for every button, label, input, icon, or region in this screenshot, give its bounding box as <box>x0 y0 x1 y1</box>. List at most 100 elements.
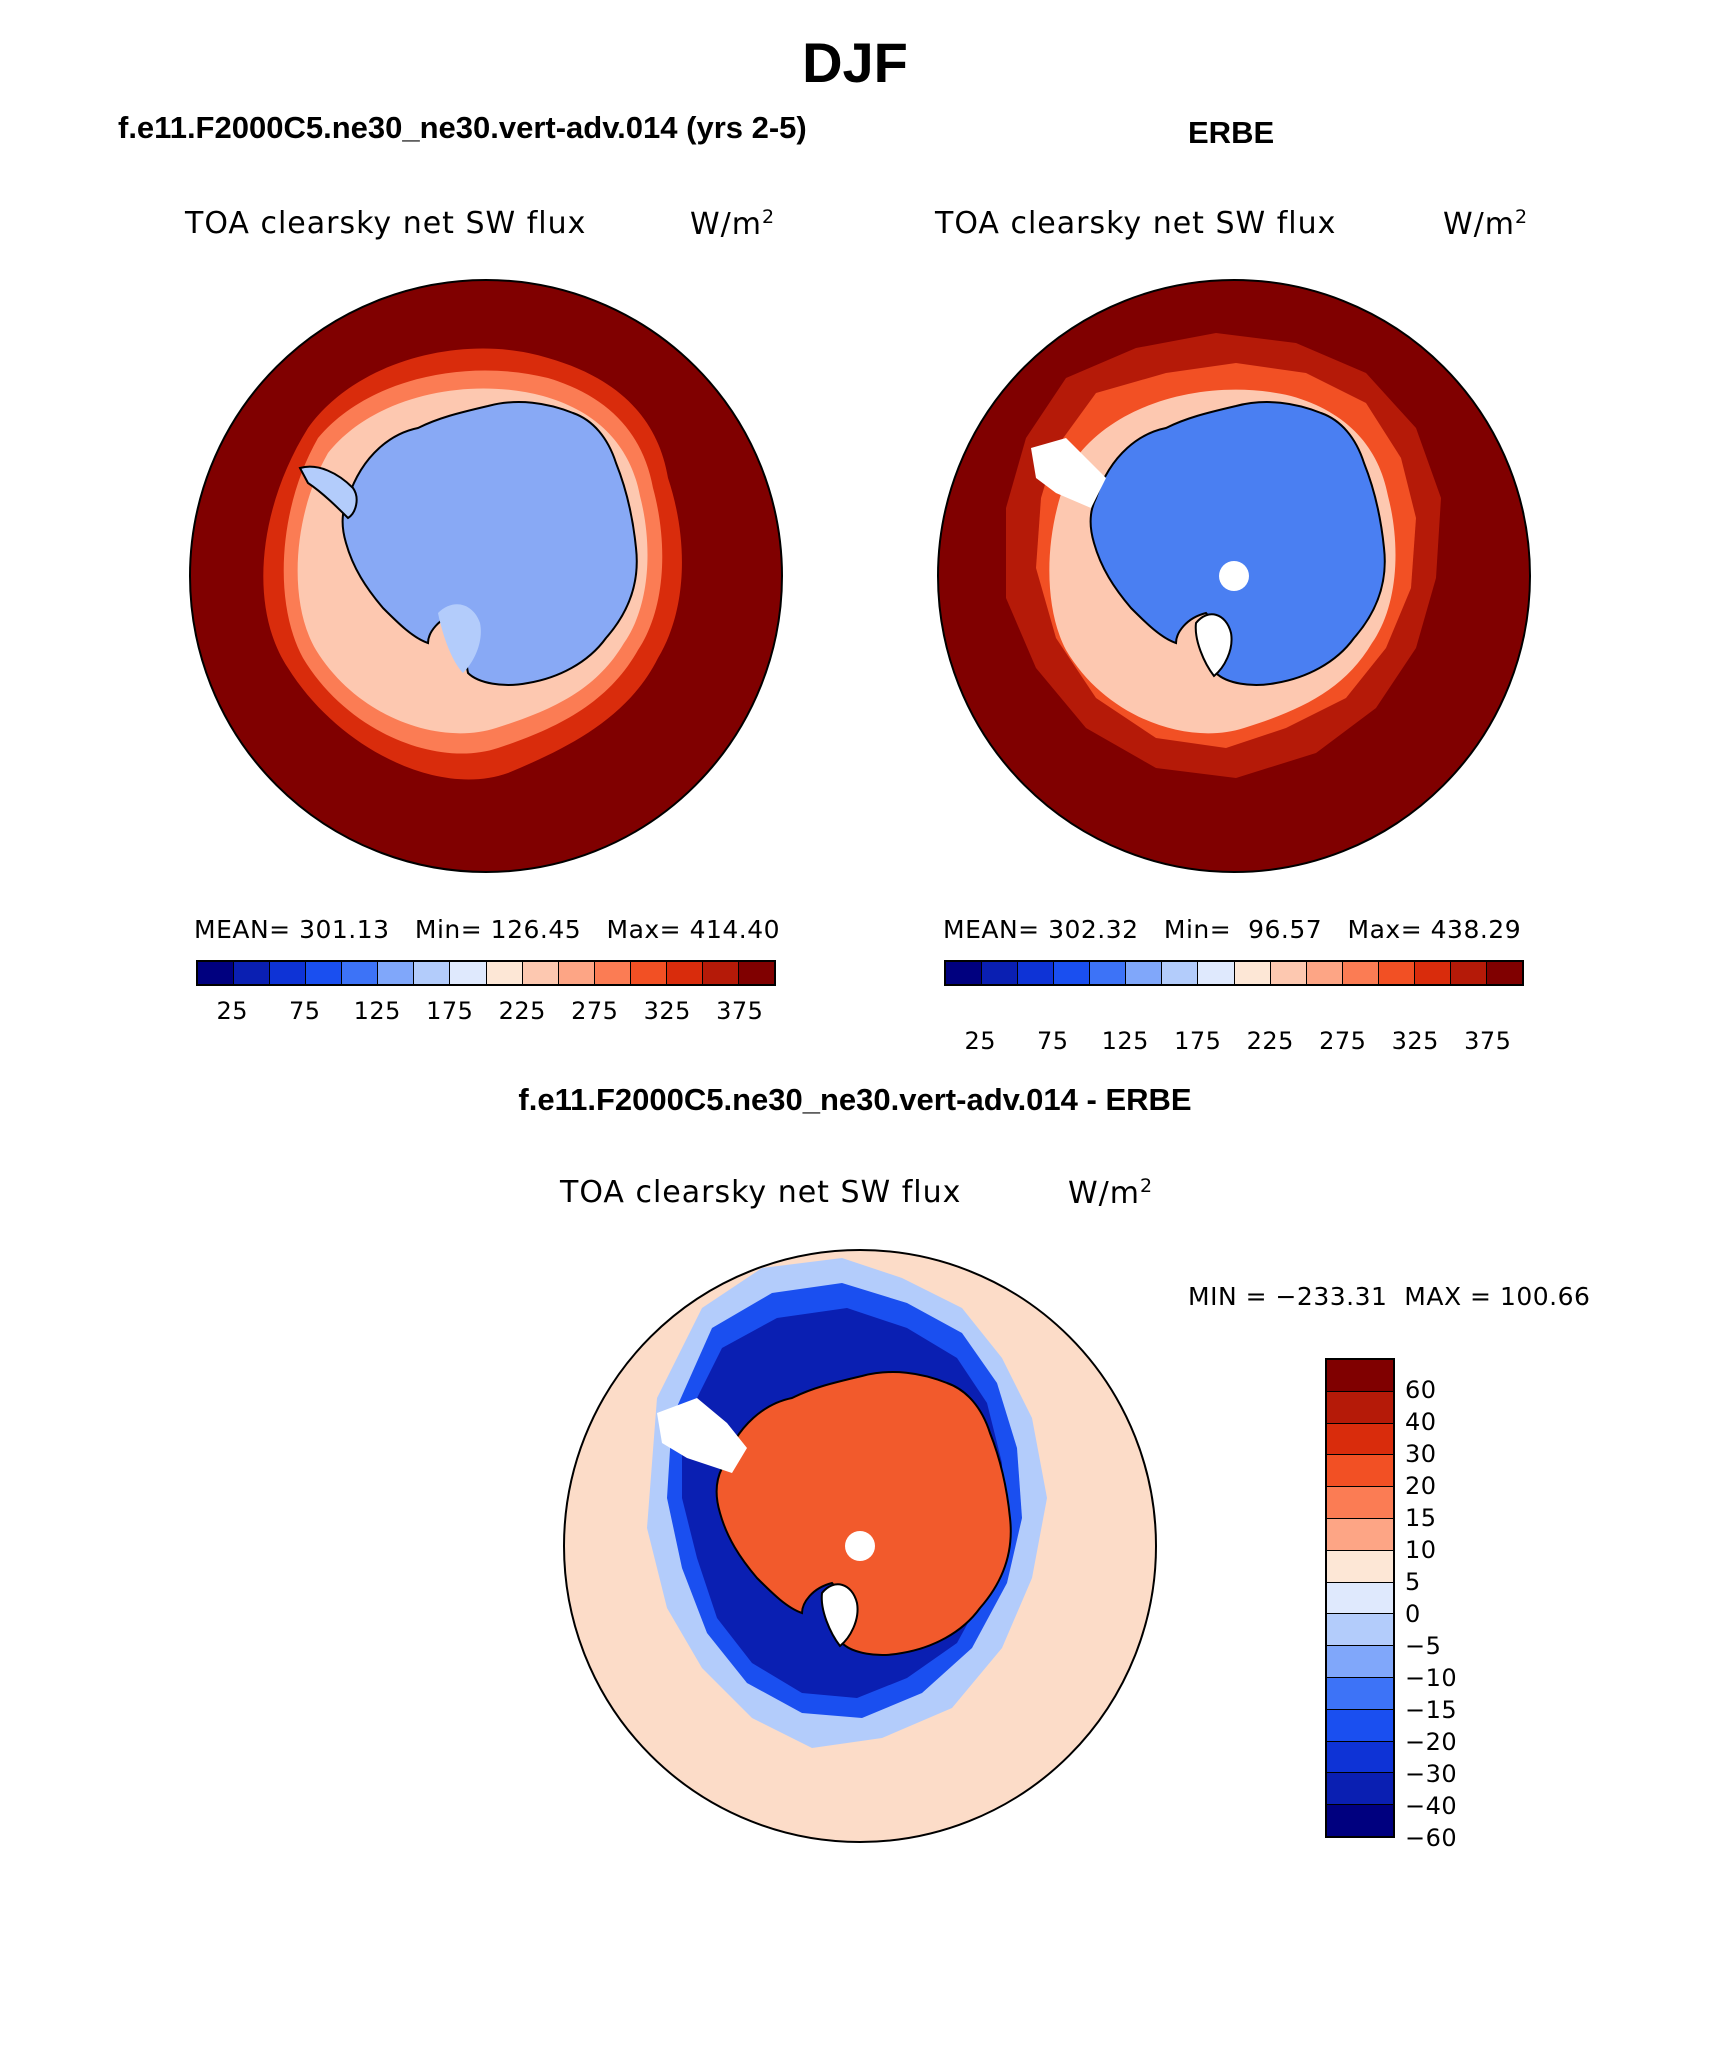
colorbar-tick-label: −5 <box>1405 1632 1442 1660</box>
colorbar-swatch <box>342 962 379 984</box>
panel2-colorbar <box>944 960 1524 986</box>
colorbar-swatch <box>1327 1805 1393 1836</box>
panel2-continent-fill <box>1089 401 1386 686</box>
colorbar-tick-label: 25 <box>964 1027 997 1055</box>
panel1-map-border <box>189 279 783 873</box>
panel3-ross-missing-data <box>820 1583 859 1648</box>
colorbar-tick-label: 75 <box>288 997 321 1025</box>
panel3-map-border <box>563 1249 1157 1843</box>
colorbar-swatch <box>522 962 559 984</box>
colorbar-swatch <box>1327 1741 1393 1774</box>
colorbar-swatch <box>1327 1391 1393 1424</box>
panel2-map-border <box>937 279 1531 873</box>
colorbar-tick-label: 75 <box>1036 1027 1069 1055</box>
colorbar-swatch <box>1090 962 1127 984</box>
colorbar-swatch <box>1486 962 1522 984</box>
colorbar-swatch <box>666 962 703 984</box>
panel1-units-label: W/m2 <box>690 206 776 242</box>
panel3-pole-hole <box>845 1531 875 1561</box>
colorbar-tick-label: 40 <box>1405 1408 1437 1436</box>
colorbar-swatch <box>486 962 523 984</box>
panel1-variable-label: TOA clearsky net SW flux <box>185 206 587 241</box>
colorbar-swatch <box>1234 962 1271 984</box>
panel3-colorbar <box>1325 1358 1395 1838</box>
colorbar-tick-label: −15 <box>1405 1696 1458 1724</box>
colorbar-tick-label: 175 <box>1174 1027 1222 1055</box>
colorbar-tick-label: −60 <box>1405 1824 1458 1852</box>
colorbar-swatch <box>1327 1614 1393 1647</box>
panel1-stats: MEAN= 301.13 Min= 126.45 Max= 414.40 <box>194 915 781 944</box>
colorbar-tick-label: 325 <box>643 997 691 1025</box>
panel1-continent-fill <box>341 401 638 686</box>
colorbar-swatch <box>558 962 595 984</box>
colorbar-swatch <box>378 962 415 984</box>
colorbar-tick-label: 60 <box>1405 1376 1437 1404</box>
colorbar-swatch <box>630 962 667 984</box>
panel2-case-title: ERBE <box>1188 115 1275 150</box>
colorbar-swatch <box>1327 1709 1393 1742</box>
panel1-peninsula <box>298 465 358 520</box>
colorbar-swatch <box>1327 1423 1393 1456</box>
panel2-units-label: W/m2 <box>1443 206 1529 242</box>
panel1-polar-map <box>189 279 783 873</box>
colorbar-tick-label: −30 <box>1405 1760 1458 1788</box>
colorbar-swatch <box>414 962 451 984</box>
colorbar-swatch <box>1162 962 1199 984</box>
colorbar-swatch <box>234 962 271 984</box>
colorbar-swatch <box>1327 1582 1393 1615</box>
colorbar-tick-label: 25 <box>216 997 249 1025</box>
panel2-variable-label: TOA clearsky net SW flux <box>935 206 1337 241</box>
panel3-variable-label: TOA clearsky net SW flux <box>560 1175 962 1210</box>
colorbar-swatch <box>1327 1487 1393 1519</box>
colorbar-tick-label: 275 <box>571 997 619 1025</box>
colorbar-tick-label: 10 <box>1405 1536 1437 1564</box>
colorbar-swatch <box>450 962 487 984</box>
colorbar-tick-label: 325 <box>1391 1027 1439 1055</box>
colorbar-swatch <box>1198 962 1235 984</box>
colorbar-swatch <box>1327 1550 1393 1583</box>
colorbar-tick-label: 30 <box>1405 1440 1437 1468</box>
panel3-minmax: MIN = −233.31 MAX = 100.66 <box>1188 1282 1591 1311</box>
colorbar-swatch <box>1327 1773 1393 1806</box>
colorbar-swatch <box>270 962 307 984</box>
colorbar-swatch <box>1327 1677 1393 1710</box>
colorbar-swatch <box>1054 962 1091 984</box>
colorbar-swatch <box>1327 1360 1393 1392</box>
colorbar-swatch <box>1018 962 1055 984</box>
colorbar-tick-label: 5 <box>1405 1568 1421 1596</box>
colorbar-swatch <box>738 962 774 984</box>
colorbar-tick-label: 225 <box>498 997 546 1025</box>
colorbar-tick-label: 375 <box>716 997 764 1025</box>
colorbar-tick-label: 375 <box>1464 1027 1512 1055</box>
colorbar-swatch <box>1327 1455 1393 1488</box>
panel2-pole-hole <box>1219 561 1249 591</box>
main-title: DJF <box>802 31 908 94</box>
panel3-case-title: f.e11.F2000C5.ne30_ne30.vert-adv.014 - E… <box>518 1082 1192 1117</box>
colorbar-swatch <box>306 962 343 984</box>
colorbar-tick-label: −40 <box>1405 1792 1458 1820</box>
colorbar-tick-label: 275 <box>1319 1027 1367 1055</box>
colorbar-swatch <box>702 962 739 984</box>
colorbar-swatch <box>1306 962 1343 984</box>
panel3-missing-data-region <box>657 1398 747 1473</box>
panel2-missing-data-region <box>1031 438 1106 508</box>
panel1-colorbar <box>196 960 776 986</box>
panel2-ross-missing-data <box>1194 613 1233 678</box>
colorbar-swatch <box>198 962 235 984</box>
panel2-colorbar-ticks: 25 75 125 175 225 275 325 375 <box>944 1027 1524 1057</box>
colorbar-swatch <box>594 962 631 984</box>
colorbar-tick-label: 125 <box>353 997 401 1025</box>
colorbar-swatch <box>1327 1646 1393 1678</box>
panel2-polar-map <box>937 279 1531 873</box>
colorbar-tick-label: −10 <box>1405 1663 1458 1692</box>
colorbar-tick-label: 15 <box>1405 1503 1437 1532</box>
colorbar-swatch <box>1378 962 1415 984</box>
colorbar-swatch <box>1327 1518 1393 1551</box>
colorbar-tick-label: 125 <box>1101 1027 1149 1055</box>
colorbar-swatch <box>982 962 1019 984</box>
colorbar-tick-label: 175 <box>426 997 474 1025</box>
panel3-polar-map <box>563 1249 1157 1843</box>
panel1-ross-embayment <box>438 604 481 673</box>
colorbar-swatch <box>1342 962 1379 984</box>
panel3-continent-fill <box>715 1371 1012 1656</box>
